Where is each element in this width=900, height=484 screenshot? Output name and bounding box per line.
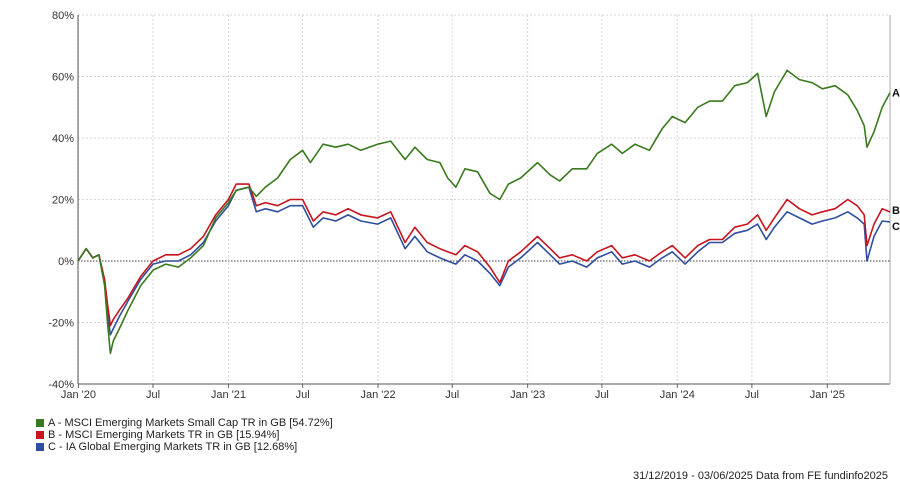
legend-item-c: C - IA Global Emerging Markets TR in GB … bbox=[36, 441, 333, 453]
legend-label-b: B - MSCI Emerging Markets TR in GB [15.9… bbox=[48, 429, 280, 441]
chart-series bbox=[77, 69, 891, 355]
y-tick-label: 60% bbox=[52, 72, 74, 84]
y-tick-label: -20% bbox=[48, 318, 74, 330]
data-source-footer: 31/12/2019 - 03/06/2025 Data from FE fun… bbox=[632, 470, 888, 482]
chart-legend: A - MSCI Emerging Markets Small Cap TR i… bbox=[36, 417, 333, 453]
legend-swatch-b bbox=[36, 431, 44, 439]
legend-label-a: A - MSCI Emerging Markets Small Cap TR i… bbox=[48, 417, 333, 429]
x-tick-label: Jul bbox=[296, 389, 310, 401]
x-tick-label: Jul bbox=[146, 389, 160, 401]
legend-label-c: C - IA Global Emerging Markets TR in GB … bbox=[48, 441, 298, 453]
x-tick-label: Jul bbox=[745, 389, 759, 401]
x-tick-label: Jan '23 bbox=[510, 389, 545, 401]
legend-item-b: B - MSCI Emerging Markets TR in GB [15.9… bbox=[36, 429, 333, 441]
x-tick-label: Jan '24 bbox=[660, 389, 695, 401]
x-tick-label: Jul bbox=[445, 389, 459, 401]
legend-swatch-c bbox=[36, 443, 44, 451]
chart-grid bbox=[77, 14, 890, 385]
y-tick-label: 80% bbox=[52, 10, 74, 22]
x-tick-label: Jan '21 bbox=[211, 389, 246, 401]
y-tick-label: 0% bbox=[58, 256, 74, 268]
series-end-label-a: A bbox=[892, 88, 900, 100]
y-tick-label: 20% bbox=[52, 195, 74, 207]
series-end-label-b: B bbox=[892, 205, 900, 217]
series-end-label-c: C bbox=[892, 221, 900, 233]
series-line-b bbox=[77, 183, 891, 327]
x-tick-label: Jan '20 bbox=[61, 389, 96, 401]
chart-labels: 80% 60% 40% 20% 0% -20% -40%Jan '20 Jul Jan '21 J… bbox=[48, 10, 900, 401]
series-line-a bbox=[77, 69, 891, 355]
legend-swatch-a bbox=[36, 419, 44, 427]
x-tick-label: Jul bbox=[595, 389, 609, 401]
legend-item-a: A - MSCI Emerging Markets Small Cap TR i… bbox=[36, 417, 333, 429]
x-tick-label: Jan '22 bbox=[360, 389, 395, 401]
y-tick-label: -40% bbox=[48, 379, 74, 391]
x-tick-label: Jan '25 bbox=[810, 389, 845, 401]
series-line-c bbox=[77, 186, 891, 336]
chart-axes bbox=[77, 15, 891, 388]
y-tick-label: 40% bbox=[52, 133, 74, 145]
